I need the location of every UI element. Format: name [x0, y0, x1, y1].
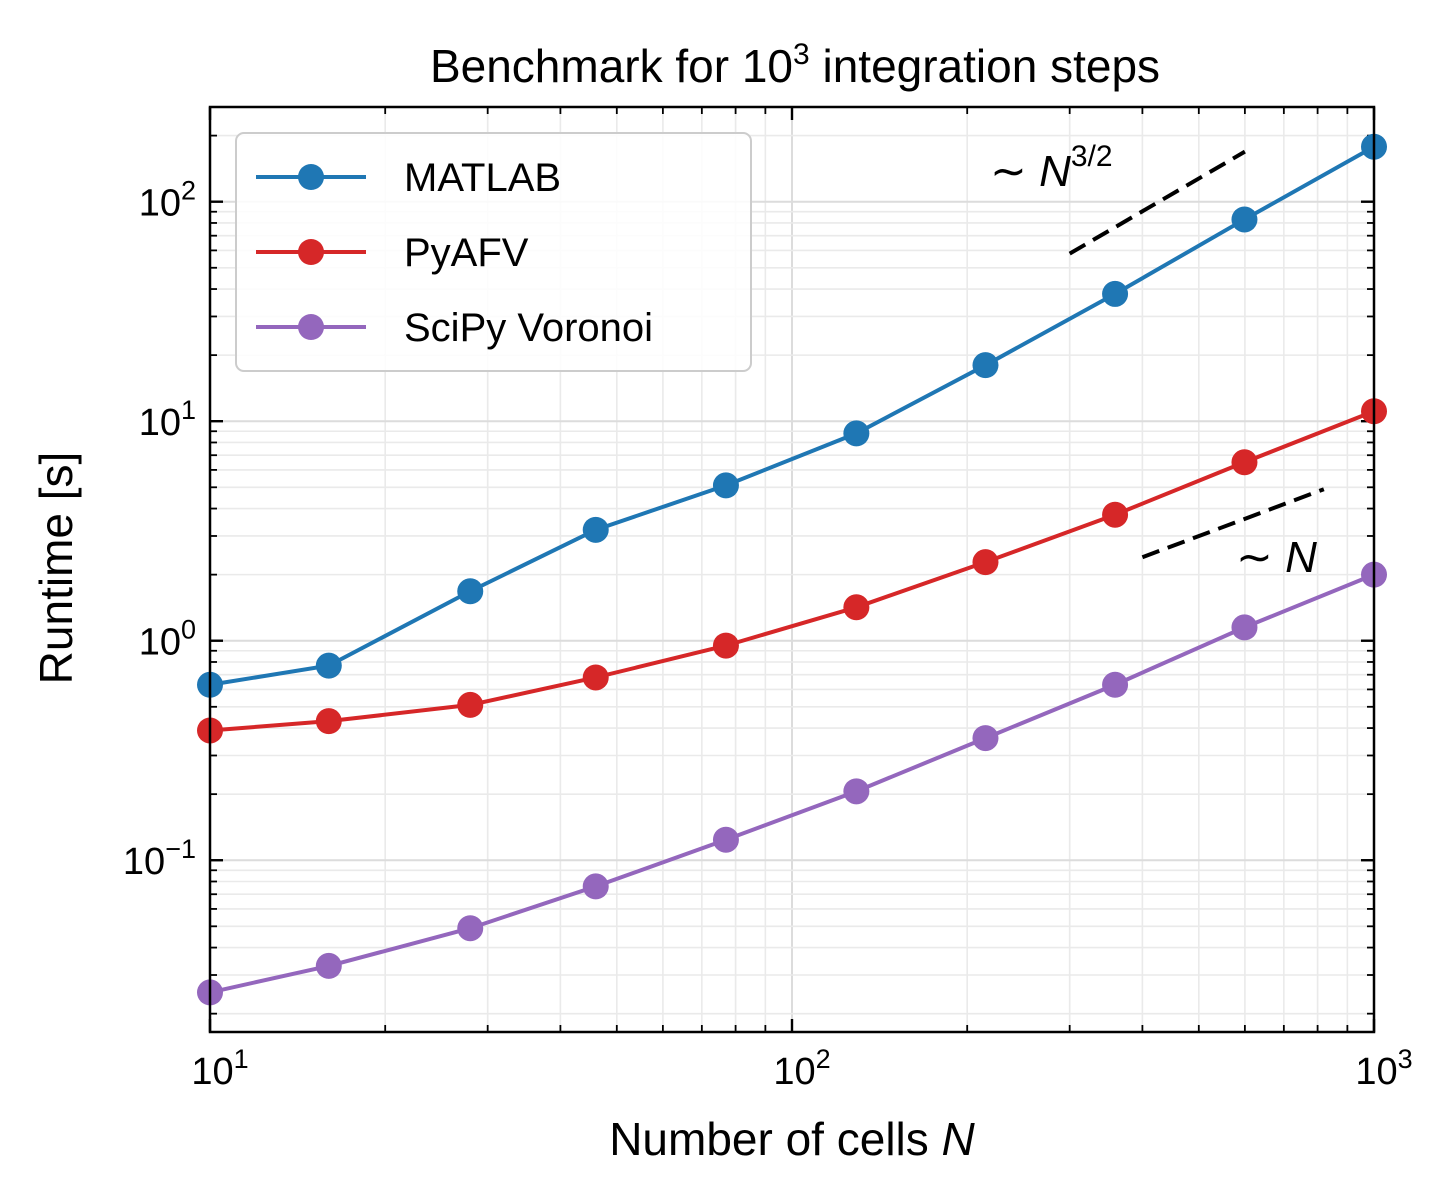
x-tick-label: 102	[773, 1044, 830, 1093]
y-tick-label: 10−1	[123, 834, 196, 883]
data-point	[1102, 671, 1129, 698]
x-tick-label: 101	[191, 1044, 248, 1093]
legend-label: SciPy Voronoi	[404, 306, 653, 350]
data-point	[315, 708, 342, 735]
series-line	[209, 144, 1375, 687]
plot-frame	[208, 105, 1376, 1034]
chart-title: Benchmark for 103 integration steps	[430, 38, 1160, 92]
scaling-guide-line	[1141, 487, 1325, 560]
scaling-annotations: ∼ N3/2 ∼ N	[990, 140, 1325, 582]
series-scipy-voronoi	[197, 561, 1387, 1006]
legend-swatch-marker	[298, 314, 324, 340]
data-point	[972, 549, 999, 576]
legend-item: MATLAB	[256, 156, 561, 200]
scaling-guide-line	[1068, 149, 1246, 256]
data-point	[1102, 280, 1129, 307]
data-point	[457, 691, 484, 718]
annotation-n1: ∼ N	[1141, 487, 1325, 582]
legend-label: MATLAB	[404, 156, 561, 200]
data-point	[843, 594, 870, 621]
legend-label: PyAFV	[404, 231, 529, 275]
data-point	[457, 578, 484, 605]
y-tick-label: 102	[139, 176, 196, 225]
legend-item: SciPy Voronoi	[256, 306, 653, 350]
legend-box	[235, 132, 752, 372]
data-point	[582, 516, 609, 543]
data-point	[712, 826, 739, 853]
y-axis-label: Runtime [s]	[30, 452, 82, 685]
data-point	[843, 778, 870, 805]
series-matlab	[197, 133, 1387, 698]
scaling-label: ∼ N3/2	[990, 140, 1113, 196]
data-point	[712, 472, 739, 499]
legend-swatch-marker	[298, 164, 324, 190]
y-tick-label: 101	[139, 395, 196, 444]
data-point	[843, 420, 870, 447]
data-point	[712, 632, 739, 659]
series-line	[209, 572, 1375, 995]
data-point	[315, 952, 342, 979]
y-tick-label: 100	[139, 615, 196, 664]
data-point	[1102, 501, 1129, 528]
data-point	[972, 352, 999, 379]
series-line	[209, 409, 1375, 733]
data-point	[1231, 614, 1258, 641]
data-point	[582, 873, 609, 900]
title-superscript: 3	[793, 38, 810, 71]
x-axis-label: Number of cells N	[609, 1113, 975, 1165]
x-tick-label: 103	[1355, 1044, 1412, 1093]
legend: MATLAB PyAFV SciPy Voronoi	[235, 132, 752, 372]
tick-labels: 101 102 103 10−1 100 101 102	[123, 176, 1413, 1093]
data-point	[582, 664, 609, 691]
data-point	[1231, 449, 1258, 476]
annotation-n32: ∼ N3/2	[990, 140, 1246, 256]
scaling-label: ∼ N	[1236, 533, 1317, 582]
data-point	[457, 915, 484, 942]
data-point	[1231, 206, 1258, 233]
legend-swatch-marker	[298, 239, 324, 265]
data-point	[972, 725, 999, 752]
legend-item: PyAFV	[256, 231, 529, 275]
data-point	[315, 652, 342, 679]
